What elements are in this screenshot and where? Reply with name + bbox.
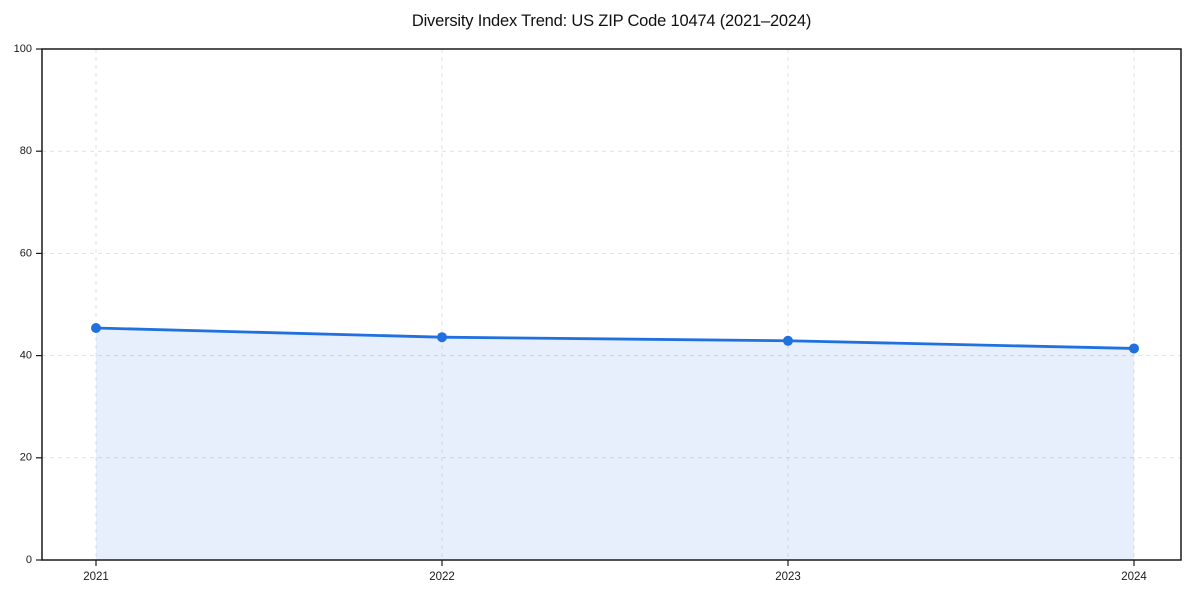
y-tick-label: 0	[26, 554, 32, 566]
y-tick-label: 100	[14, 43, 32, 55]
x-tick-label: 2021	[83, 571, 109, 583]
y-tick-label: 60	[20, 247, 32, 259]
x-tick-label: 2024	[1121, 571, 1147, 583]
data-point	[437, 332, 447, 343]
trend-line	[94, 326, 1136, 350]
data-point	[1129, 343, 1139, 354]
chart-title: Diversity Index Trend: US ZIP Code 10474…	[411, 12, 812, 30]
data-point	[783, 335, 793, 346]
data-point	[91, 323, 101, 334]
y-tick-label: 20	[20, 452, 32, 464]
axes-spines	[41, 48, 1182, 561]
area-fill	[96, 328, 1134, 560]
y-tick-label: 40	[20, 350, 32, 362]
x-tick-label: 2023	[775, 571, 801, 583]
y-tick-label: 80	[20, 145, 32, 157]
x-tick-label: 2022	[429, 571, 455, 583]
